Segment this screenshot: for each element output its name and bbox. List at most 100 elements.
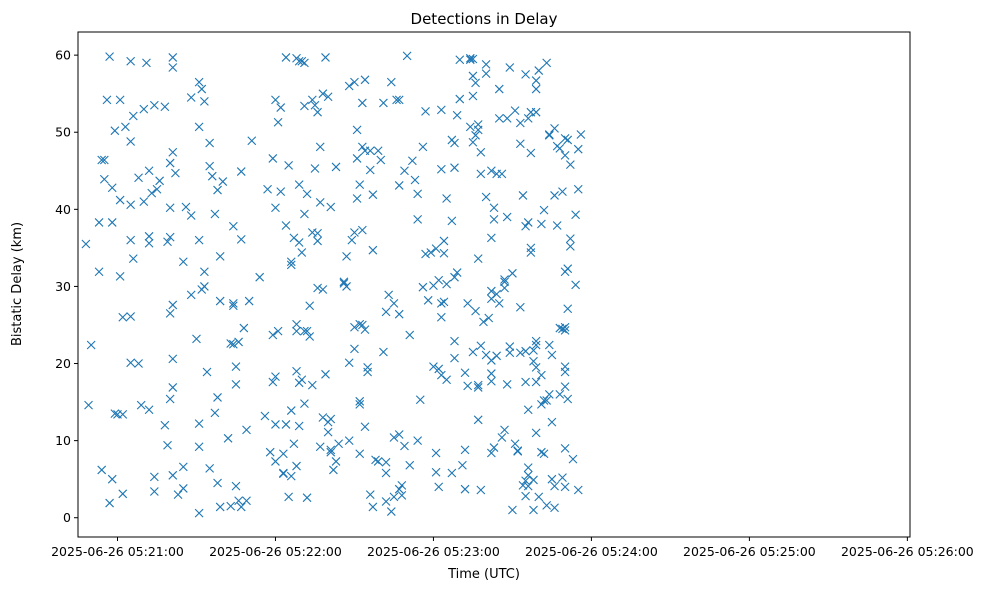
data-point [160, 420, 170, 430]
data-point [463, 381, 473, 391]
data-point [434, 364, 444, 374]
data-point [294, 56, 304, 66]
data-point [568, 454, 578, 464]
data-point [228, 299, 238, 308]
data-point [489, 203, 499, 213]
data-point [526, 148, 536, 158]
data-point [300, 209, 309, 219]
data-point [460, 368, 470, 378]
data-point [355, 449, 365, 459]
data-point [565, 234, 575, 244]
data-point [505, 63, 515, 72]
data-point [547, 350, 557, 360]
data-point [550, 123, 559, 133]
data-point [531, 107, 541, 117]
data-point [452, 110, 462, 120]
data-point [329, 465, 338, 475]
data-point [505, 342, 515, 351]
data-point [394, 95, 404, 105]
data-point [486, 369, 496, 378]
data-point [442, 279, 451, 289]
data-point [149, 487, 159, 496]
data-point [515, 139, 525, 149]
y-ticks: 0 10 20 30 40 50 60 [55, 48, 78, 525]
data-point [539, 449, 549, 459]
data-point [331, 162, 341, 172]
data-point [452, 268, 462, 277]
data-point [531, 340, 541, 350]
data-point [468, 91, 478, 101]
data-point [510, 439, 520, 449]
data-point [439, 297, 449, 307]
data-point [397, 480, 407, 490]
data-point [492, 289, 502, 299]
data-point [465, 122, 475, 132]
data-point [436, 312, 446, 322]
data-point [276, 187, 286, 196]
data-point [300, 101, 309, 111]
data-point [481, 59, 491, 69]
data-point [213, 393, 222, 402]
data-point [494, 299, 504, 308]
data-point [168, 53, 178, 62]
data-point [186, 290, 196, 300]
data-point [373, 457, 383, 466]
data-point [384, 290, 394, 300]
data-point [360, 422, 370, 432]
data-point [434, 482, 444, 492]
data-point [126, 312, 136, 321]
data-point [118, 410, 128, 419]
data-point [476, 341, 486, 351]
data-point [228, 301, 238, 311]
data-point [486, 166, 496, 176]
data-point [563, 264, 573, 274]
x-tick-label: 2025-06-26 05:23:00 [367, 544, 500, 559]
data-point [573, 485, 583, 495]
data-point [439, 236, 449, 246]
data-point [573, 184, 583, 194]
data-point [576, 130, 586, 139]
data-point [260, 411, 270, 421]
data-point [281, 221, 291, 230]
data-point [418, 282, 428, 292]
data-point [273, 326, 283, 336]
data-point [115, 272, 125, 281]
data-point [271, 457, 280, 466]
data-point [231, 379, 241, 389]
data-point [439, 248, 449, 258]
data-point [560, 367, 570, 377]
data-point [302, 189, 312, 199]
data-point [126, 137, 136, 146]
data-point [515, 118, 525, 128]
data-point [149, 472, 159, 482]
data-point [415, 395, 425, 405]
data-point [489, 443, 499, 452]
data-point [307, 95, 317, 105]
data-point [118, 312, 128, 322]
data-point [431, 244, 441, 254]
data-point [144, 238, 154, 248]
data-point [371, 455, 380, 465]
data-point [531, 336, 541, 346]
x-tick-label: 2025-06-26 05:26:00 [841, 544, 974, 559]
data-point [381, 497, 391, 506]
data-point [165, 394, 175, 404]
data-point [521, 377, 530, 387]
data-point [300, 399, 309, 409]
x-axis-label: Time (UTC) [447, 567, 520, 582]
data-point [521, 346, 530, 356]
data-point [194, 442, 204, 452]
data-point [271, 95, 280, 105]
data-point [500, 277, 509, 287]
data-point [405, 460, 415, 470]
data-point [268, 377, 278, 387]
data-point [357, 225, 367, 235]
data-point [165, 158, 175, 168]
data-point [284, 160, 294, 170]
data-point [160, 102, 170, 112]
data-point [321, 53, 330, 62]
x-tick-label: 2025-06-26 05:21:00 [51, 544, 184, 559]
data-point [473, 380, 483, 390]
data-point [102, 95, 112, 105]
data-point [442, 375, 451, 385]
